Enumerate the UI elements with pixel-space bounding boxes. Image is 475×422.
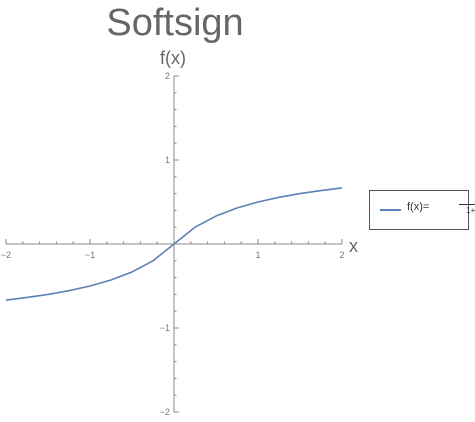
x-tick-label: −2 xyxy=(1,250,11,260)
y-tick-label: −1 xyxy=(160,323,170,333)
y-tick-label: 1 xyxy=(165,155,170,165)
legend-prefix: f(x)= xyxy=(407,201,430,213)
x-axis-label: x xyxy=(349,236,358,256)
x-tick-label: 2 xyxy=(339,250,344,260)
y-tick-label: 2 xyxy=(165,71,170,81)
y-tick-label: −2 xyxy=(160,407,170,417)
x-tick-label: 1 xyxy=(255,250,260,260)
legend: f(x)= x 1+ |x | xyxy=(369,190,475,230)
curve-group xyxy=(5,187,343,301)
legend-fraction: x 1+ |x | xyxy=(457,194,475,215)
legend-denominator: 1+ |x | xyxy=(466,206,475,215)
legend-label: f(x)= x 1+ |x | xyxy=(407,201,475,215)
x-tick-label: −1 xyxy=(85,250,95,260)
legend-swatch xyxy=(380,209,401,211)
legend-fraction-bar xyxy=(459,204,475,205)
chart-title: Softsign xyxy=(106,2,244,44)
legend-numerator: x xyxy=(457,194,475,203)
y-axis-label: f(x) xyxy=(160,48,186,68)
series-line xyxy=(5,187,343,301)
ticks-group: −2 −1 1 2 −2 −1 1 2 xyxy=(1,71,345,417)
